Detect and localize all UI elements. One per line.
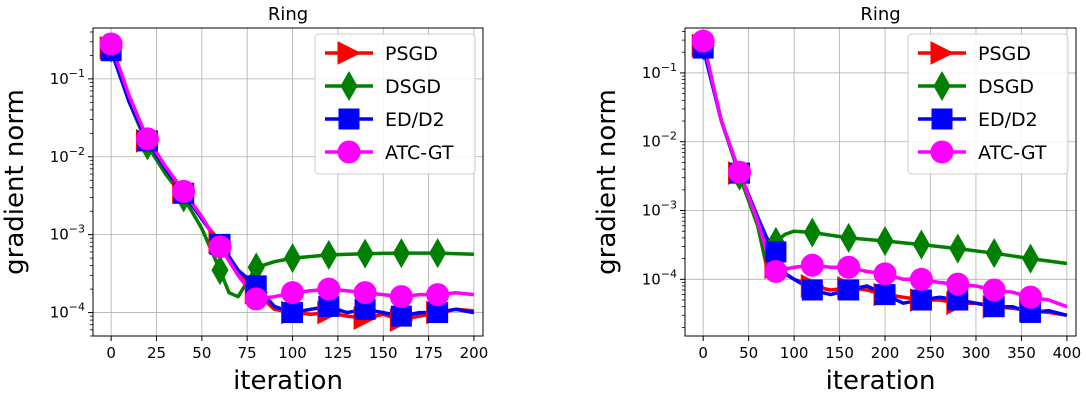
marker-atc-gt xyxy=(208,235,232,259)
legend-box xyxy=(907,33,1069,175)
legend-label-dsgd: DSGD xyxy=(385,76,441,98)
x-tick-label: 125 xyxy=(324,344,353,362)
marker-atc-gt xyxy=(99,32,123,56)
y-tick-label: 10−1 xyxy=(50,67,85,88)
legend-marker-atc-gt xyxy=(337,140,361,164)
marker-dsgd xyxy=(912,229,930,260)
marker-ed-d2 xyxy=(874,284,896,306)
marker-atc-gt xyxy=(873,262,897,286)
marker-dsgd xyxy=(429,238,447,269)
legend-box xyxy=(314,33,476,175)
legend-marker-ed-d2 xyxy=(931,108,953,130)
x-tick-label: 250 xyxy=(916,344,945,362)
marker-dsgd xyxy=(949,233,967,264)
legend-marker-psgd xyxy=(930,41,955,65)
x-tick-label: 200 xyxy=(871,344,900,362)
x-tick-label: 50 xyxy=(739,344,758,362)
legend-label-psgd: PSGD xyxy=(385,43,438,65)
legend-label-dsgd: DSGD xyxy=(978,76,1034,98)
marker-atc-gt xyxy=(135,127,159,151)
marker-dsgd xyxy=(392,238,410,269)
marker-atc-gt xyxy=(281,281,305,305)
marker-atc-gt xyxy=(764,259,788,283)
marker-dsgd xyxy=(985,238,1003,269)
marker-atc-gt xyxy=(389,285,413,309)
legend-label-psgd: PSGD xyxy=(978,43,1031,65)
x-tick-label: 350 xyxy=(1007,344,1036,362)
marker-atc-gt xyxy=(800,253,824,277)
marker-atc-gt xyxy=(728,160,752,184)
marker-atc-gt xyxy=(1019,285,1043,309)
legend-label-atc-gt: ATC-GT xyxy=(978,142,1047,164)
x-tick-label: 100 xyxy=(278,344,307,362)
marker-dsgd xyxy=(840,222,858,253)
y-axis-label: gradient norm xyxy=(592,89,622,275)
chart-title: Ring xyxy=(268,4,308,25)
marker-ed-d2 xyxy=(910,289,932,311)
marker-ed-d2 xyxy=(838,279,860,301)
x-tick-label: 175 xyxy=(414,344,443,362)
x-tick-label: 200 xyxy=(460,344,489,362)
marker-atc-gt xyxy=(353,281,377,305)
x-tick-label: 50 xyxy=(192,344,211,362)
chart-panel-1: 0 25 50 75 100 125 150 175 200 10−4 10−3 10−2 10−1 Ri… xyxy=(0,4,488,396)
legend-marker-dsgd xyxy=(340,70,358,102)
legend-marker-ed-d2 xyxy=(338,108,360,130)
marker-atc-gt xyxy=(946,272,970,296)
marker-atc-gt xyxy=(244,287,268,311)
legend: PSGD DSGD ED/D2 ATC-GT xyxy=(907,33,1069,175)
y-tick-label: 10−3 xyxy=(642,199,677,220)
legend-marker-dsgd xyxy=(933,70,951,102)
marker-ed-d2 xyxy=(282,302,304,324)
marker-dsgd xyxy=(1021,243,1040,274)
x-tick-label: 300 xyxy=(962,344,991,362)
marker-dsgd xyxy=(803,217,821,248)
y-tick-label: 10−2 xyxy=(50,145,85,166)
x-tick-label: 25 xyxy=(147,344,166,362)
plot-frame xyxy=(684,27,1077,337)
marker-ed-d2 xyxy=(801,279,823,301)
chart-panel-2: 0 50 100 150 200 250 300 350 400 10−4 10−3 10−2 10−1… xyxy=(592,4,1081,396)
marker-dsgd xyxy=(356,238,374,269)
marker-ed-d2 xyxy=(390,305,412,327)
marker-ed-d2 xyxy=(765,241,787,263)
marker-dsgd xyxy=(876,226,894,257)
marker-atc-gt xyxy=(172,179,196,203)
x-tick-label: 75 xyxy=(238,344,257,362)
x-axis-label: iteration xyxy=(826,366,936,396)
legend-marker-atc-gt xyxy=(930,140,954,164)
plot-frame xyxy=(92,27,484,337)
y-tick-label: 10−2 xyxy=(642,130,677,151)
legend-label-ed-d2: ED/D2 xyxy=(385,109,445,131)
legend: PSGD DSGD ED/D2 ATC-GT xyxy=(314,33,476,175)
y-tick-label: 10−1 xyxy=(642,61,677,82)
marker-atc-gt xyxy=(317,277,341,301)
chart-title: Ring xyxy=(860,4,900,25)
marker-atc-gt xyxy=(909,267,933,291)
y-axis-label: gradient norm xyxy=(0,89,30,275)
x-tick-label: 0 xyxy=(698,344,708,362)
x-tick-label: 100 xyxy=(780,344,809,362)
x-tick-label: 150 xyxy=(825,344,854,362)
marker-dsgd xyxy=(320,239,338,270)
marker-atc-gt xyxy=(691,29,715,53)
legend-label-ed-d2: ED/D2 xyxy=(978,109,1038,131)
marker-dsgd xyxy=(211,255,229,286)
x-tick-label: 150 xyxy=(369,344,398,362)
marker-atc-gt xyxy=(837,255,861,279)
series-layer xyxy=(691,29,1068,323)
y-tick-label: 10−4 xyxy=(50,301,85,322)
marker-atc-gt xyxy=(982,278,1006,302)
x-tick-label: 0 xyxy=(106,344,116,362)
y-tick-label: 10−4 xyxy=(642,267,677,288)
marker-dsgd xyxy=(283,243,302,274)
legend-label-atc-gt: ATC-GT xyxy=(385,142,454,164)
x-axis-label: iteration xyxy=(233,366,343,396)
marker-atc-gt xyxy=(426,283,450,307)
series-layer xyxy=(99,32,475,332)
x-tick-label: 400 xyxy=(1053,344,1082,362)
legend-marker-psgd xyxy=(337,41,362,65)
y-tick-label: 10−3 xyxy=(50,223,85,244)
